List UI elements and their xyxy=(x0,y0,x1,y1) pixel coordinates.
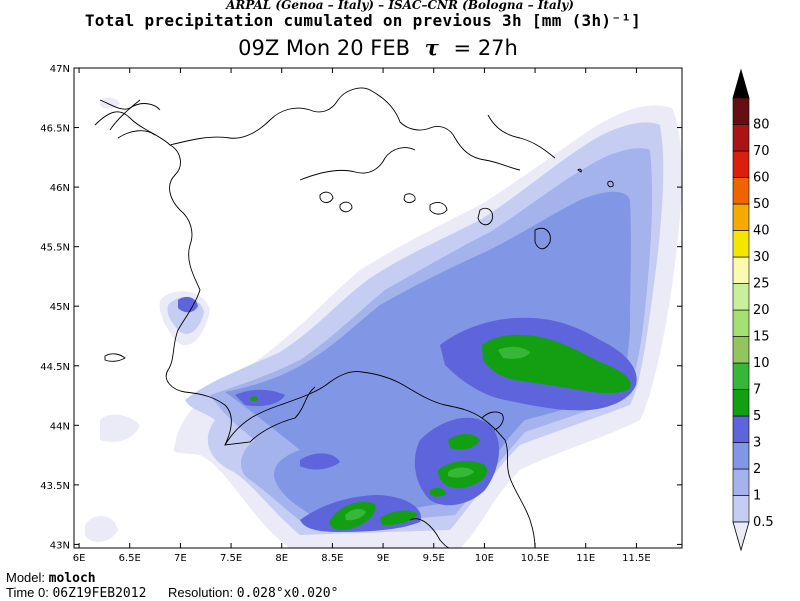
lat-tick-label: 43.5N xyxy=(40,481,70,492)
colorbar-label: 25 xyxy=(753,277,770,292)
colorbar-segment xyxy=(732,97,750,125)
colorbar-segment xyxy=(732,362,750,390)
tau-value: = 27h xyxy=(453,36,518,60)
lon-tick-label: 7.5E xyxy=(220,553,242,564)
lat-tick-label: 46N xyxy=(50,183,70,194)
coastline-liguria xyxy=(224,371,536,548)
time0-value: 06Z19FEB2012 xyxy=(52,586,147,601)
longitude-axis: 6E 6.5E 7E 7.5E 8E 8.5E 9E 9.5E 10E 10.5E 11E 11.5E xyxy=(73,68,651,564)
colorbar-label: 15 xyxy=(753,330,770,345)
colorbar-segment xyxy=(732,389,750,417)
colorbar-label: 70 xyxy=(753,144,770,159)
precipitation-field xyxy=(85,97,682,548)
colorbar-label: 40 xyxy=(753,224,770,239)
colorbar-label: 30 xyxy=(753,250,770,265)
precip-3-area xyxy=(225,191,631,522)
lon-tick-label: 7E xyxy=(174,553,187,564)
colorbar-segment xyxy=(732,309,750,337)
lat-tick-label: 46.5N xyxy=(40,124,70,135)
colorbar: 0.5 1 2 3 5 7 10 15 20 25 30 40 50 60 70 80 xyxy=(732,68,774,552)
lat-tick-label: 47N xyxy=(50,64,70,75)
footer-info: Model: moloch Time 0: 06Z19FEB2012 Resol… xyxy=(6,571,338,601)
colorbar-label: 1 xyxy=(753,489,761,504)
lat-tick-label: 43N xyxy=(50,540,70,551)
colorbar-label: 50 xyxy=(753,197,770,212)
lon-tick-label: 6E xyxy=(73,553,86,564)
time0-line: Time 0: 06Z19FEB2012 Resolution: 0.028°x… xyxy=(6,586,338,601)
latitude-axis: 47N 46.5N 46N 45.5N 45N 44.5N 44N 43.5N 43N xyxy=(40,64,682,551)
colorbar-label: 80 xyxy=(753,118,770,133)
model-line: Model: moloch xyxy=(6,571,338,586)
lon-tick-label: 9.5E xyxy=(423,553,445,564)
lon-tick-label: 10.5E xyxy=(521,553,550,564)
colorbar-segment xyxy=(732,124,750,152)
time-subtitle: 09Z Mon 20 FEB τ = 27h xyxy=(0,35,756,60)
lat-tick-label: 45.5N xyxy=(40,243,70,254)
lon-tick-label: 8.5E xyxy=(321,553,343,564)
colorbar-top-arrow xyxy=(732,68,750,99)
lon-tick-label: 8E xyxy=(275,553,288,564)
colorbar-label: 5 xyxy=(753,409,761,424)
lon-tick-label: 11E xyxy=(576,553,595,564)
colorbar-label: 60 xyxy=(753,171,770,186)
colorbar-segment xyxy=(732,230,750,258)
colorbar-segment xyxy=(732,415,750,443)
lon-tick-label: 10E xyxy=(475,553,494,564)
valid-time: 09Z Mon 20 FEB xyxy=(238,36,411,60)
resolution-value: 0.028°x0.020° xyxy=(236,586,339,601)
colorbar-label: 2 xyxy=(753,462,761,477)
colorbar-segment xyxy=(732,203,750,231)
colorbar-segment xyxy=(732,495,750,523)
colorbar-segment xyxy=(732,442,750,470)
lat-tick-label: 44.5N xyxy=(40,362,70,373)
colorbar-label: 20 xyxy=(753,303,770,318)
colorbar-segment xyxy=(732,150,750,178)
plot-frame xyxy=(73,67,683,549)
coastlines-borders xyxy=(94,87,614,548)
chart-title: Total precipitation cumulated on previou… xyxy=(84,11,642,30)
resolution-label: Resolution: xyxy=(168,585,234,600)
time0-label: Time 0: xyxy=(6,585,49,600)
lon-tick-label: 6.5E xyxy=(119,553,141,564)
colorbar-label: 7 xyxy=(753,383,761,398)
model-value: moloch xyxy=(48,571,96,586)
tau-symbol: τ xyxy=(424,35,439,60)
model-label: Model: xyxy=(6,570,46,585)
lat-tick-label: 45N xyxy=(50,302,70,313)
colorbar-segment xyxy=(732,283,750,311)
lat-tick-label: 44N xyxy=(50,421,70,432)
colorbar-label: 0.5 xyxy=(753,515,774,530)
colorbar-bottom-arrow xyxy=(732,521,750,552)
colorbar-segment xyxy=(732,468,750,496)
colorbar-segment xyxy=(732,336,750,364)
precip-10-area xyxy=(498,346,530,359)
colorbar-segment xyxy=(732,177,750,205)
lon-tick-label: 9E xyxy=(377,553,390,564)
colorbar-label: 10 xyxy=(753,356,770,371)
credits-line: ARPAL (Genoa – Italy) – ISAC–CNR (Bologn… xyxy=(226,0,574,12)
lon-tick-label: 11.5E xyxy=(622,553,651,564)
colorbar-label: 3 xyxy=(753,436,761,451)
colorbar-segment xyxy=(732,256,750,284)
